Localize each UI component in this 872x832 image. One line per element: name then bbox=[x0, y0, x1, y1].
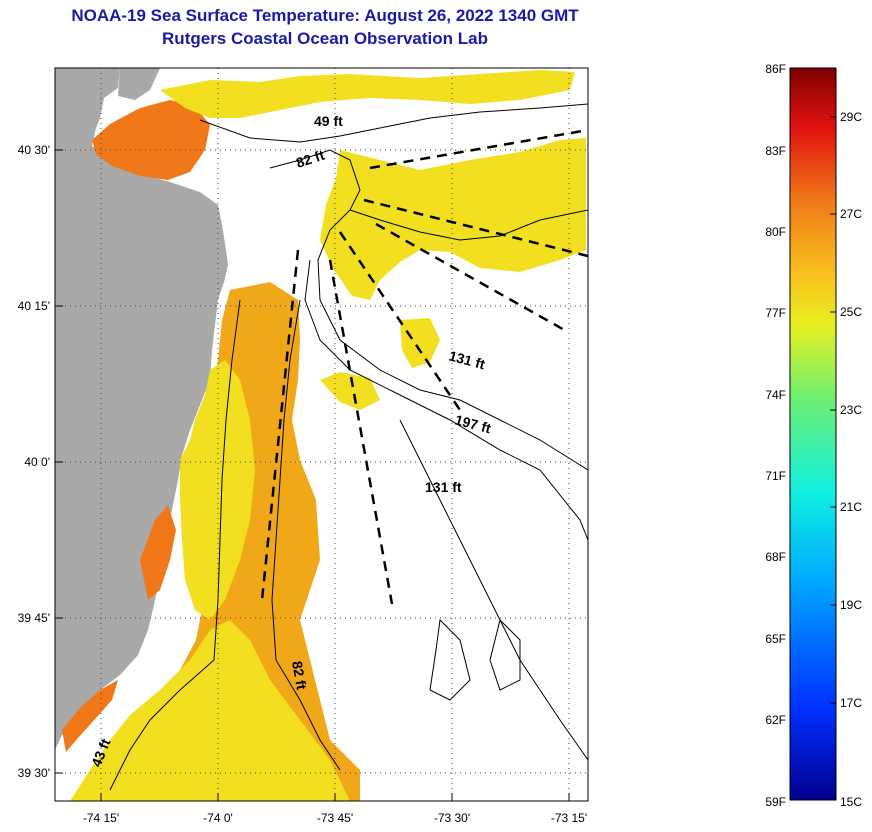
colorbar-f-label: 86F bbox=[765, 62, 786, 76]
sst-patch-hudson bbox=[320, 138, 586, 300]
lat-label: 39 45' bbox=[18, 611, 50, 625]
map-title: NOAA-19 Sea Surface Temperature: August … bbox=[71, 6, 579, 25]
transect-lines bbox=[260, 128, 588, 605]
lon-label: -74 15' bbox=[83, 811, 119, 825]
graticule bbox=[55, 68, 588, 801]
contour-label-49ft: 49 ft bbox=[314, 113, 343, 129]
colorbar-c-label: 23C bbox=[840, 403, 862, 417]
lat-label: 40 30' bbox=[18, 143, 50, 157]
map-frame bbox=[54, 67, 589, 802]
colorbar-f-labels: 86F 83F 80F 77F 74F 71F 68F 65F 62F 59F bbox=[765, 62, 786, 809]
sst-patch-north bbox=[160, 70, 575, 118]
sst-patch-mid bbox=[400, 318, 440, 368]
colorbar-c-label: 27C bbox=[840, 207, 862, 221]
colorbar-c-label: 15C bbox=[840, 795, 862, 809]
map-area: 49 ft 82 ft 131 ft 197 ft 131 ft 82 ft 4… bbox=[55, 68, 588, 801]
lat-label: 40 0' bbox=[24, 455, 50, 469]
frame-ticks bbox=[55, 149, 570, 801]
land-mass bbox=[55, 68, 228, 750]
colorbar-f-label: 65F bbox=[765, 632, 786, 646]
colorbar-f-label: 83F bbox=[765, 144, 786, 158]
colorbar bbox=[789, 67, 837, 801]
lon-label: -73 45' bbox=[317, 811, 353, 825]
sst-patch-offshore bbox=[320, 372, 380, 410]
colorbar-c-label: 17C bbox=[840, 696, 862, 710]
lon-label: -73 15' bbox=[551, 811, 587, 825]
lon-label: -74 0' bbox=[203, 811, 233, 825]
sst-patch-hot-south bbox=[62, 680, 118, 752]
colorbar-ticks bbox=[830, 116, 836, 704]
lon-label: -73 30' bbox=[434, 811, 470, 825]
colorbar-f-label: 71F bbox=[765, 469, 786, 483]
colorbar-c-label: 25C bbox=[840, 305, 862, 319]
colorbar-c-label: 21C bbox=[840, 500, 862, 514]
lat-label: 40 15' bbox=[18, 299, 50, 313]
colorbar-c-label: 29C bbox=[840, 110, 862, 124]
colorbar-f-label: 68F bbox=[765, 550, 786, 564]
colorbar-f-label: 59F bbox=[765, 795, 786, 809]
bathymetry-contours bbox=[109, 103, 588, 791]
colorbar-c-labels: 29C 27C 25C 23C 21C 19C 17C 15C bbox=[840, 110, 862, 809]
sst-patch-raritan bbox=[92, 100, 210, 180]
colorbar-f-label: 62F bbox=[765, 713, 786, 727]
colorbar-f-label: 77F bbox=[765, 306, 786, 320]
colorbar-c-label: 19C bbox=[840, 598, 862, 612]
land-notch bbox=[118, 68, 160, 100]
sst-patch-inshore bbox=[180, 360, 255, 620]
lat-label: 39 30' bbox=[18, 766, 50, 780]
colorbar-f-label: 80F bbox=[765, 225, 786, 239]
sst-patch-coast-yellow bbox=[70, 620, 350, 801]
contour-label-131ft-south: 131 ft bbox=[425, 479, 462, 495]
map-subtitle: Rutgers Coastal Ocean Observation Lab bbox=[162, 29, 488, 48]
sst-patch-hot-coast bbox=[140, 505, 176, 600]
contour-label-82ft-south: 82 ft bbox=[289, 660, 310, 691]
colorbar-f-label: 74F bbox=[765, 388, 786, 402]
